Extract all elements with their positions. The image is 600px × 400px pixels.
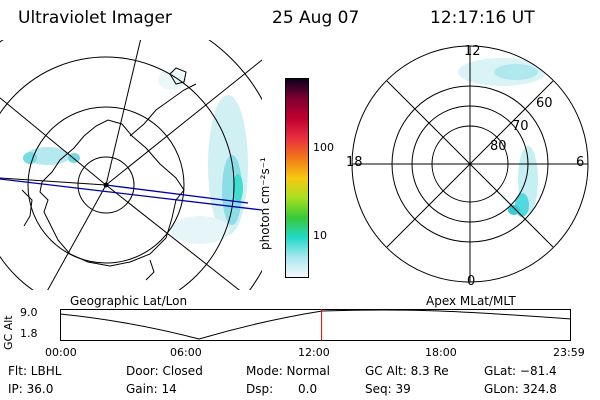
time-tick-0: 00:00 — [45, 346, 77, 359]
aurora-oval-geo — [23, 70, 248, 244]
filter-label: Flt: LBHL — [8, 364, 62, 378]
time-tick-1: 06:00 — [170, 346, 202, 359]
altitude-ytick-low: 1.8 — [20, 327, 38, 340]
mode-label: Mode: Normal — [246, 364, 330, 378]
colorbar — [285, 78, 309, 278]
date-label: 25 Aug 07 — [272, 8, 360, 28]
altitude-plot — [60, 309, 572, 341]
glat-label: GLat: −81.4 — [484, 364, 557, 378]
mlat-label-80: 80 — [490, 139, 507, 154]
dsp-value: 0.0 — [298, 382, 318, 396]
mlt-label-12: 12 — [464, 44, 481, 59]
mag-panel-label: Apex MLat/MLT — [426, 294, 516, 308]
ip-label: IP: 36.0 — [8, 382, 54, 396]
time-tick-3: 18:00 — [425, 346, 457, 359]
gain-label: Gain: 14 — [126, 382, 177, 396]
altitude-ytick-high: 9.0 — [20, 306, 38, 319]
time-label: 12:17:16 UT — [430, 8, 535, 28]
aurora-oval-mag — [458, 58, 546, 217]
mlat-label-60: 60 — [536, 96, 553, 111]
magnetic-polar-plot — [351, 45, 589, 283]
altitude-ylabel: GC Alt — [2, 315, 15, 350]
altitude-curve — [60, 309, 572, 340]
time-tick-2: 12:00 — [298, 346, 330, 359]
glon-label: GLon: 324.8 — [484, 382, 557, 396]
mlt-label-18: 18 — [346, 155, 363, 170]
coastline — [39, 119, 185, 267]
time-tick-4: 23:59 — [553, 346, 585, 359]
seq-label: Seq: 39 — [365, 382, 411, 396]
colorbar-tick-100: 100 — [313, 141, 334, 154]
geo-panel-label: Geographic Lat/Lon — [70, 294, 188, 308]
orbit-track — [0, 178, 262, 211]
colorbar-unit-label: photon cm⁻²s⁻¹ — [258, 157, 272, 250]
mlt-label-0: 0 — [467, 274, 476, 289]
geographic-map — [0, 40, 262, 290]
gc-alt-label: GC Alt: 8.3 Re — [365, 364, 449, 378]
instrument-title: Ultraviolet Imager — [18, 8, 172, 28]
mlt-label-6: 6 — [576, 155, 585, 170]
mlat-label-70: 70 — [512, 119, 529, 134]
colorbar-tick-10: 10 — [313, 229, 327, 242]
dsp-label: Dsp: — [246, 382, 274, 396]
door-label: Door: Closed — [126, 364, 203, 378]
